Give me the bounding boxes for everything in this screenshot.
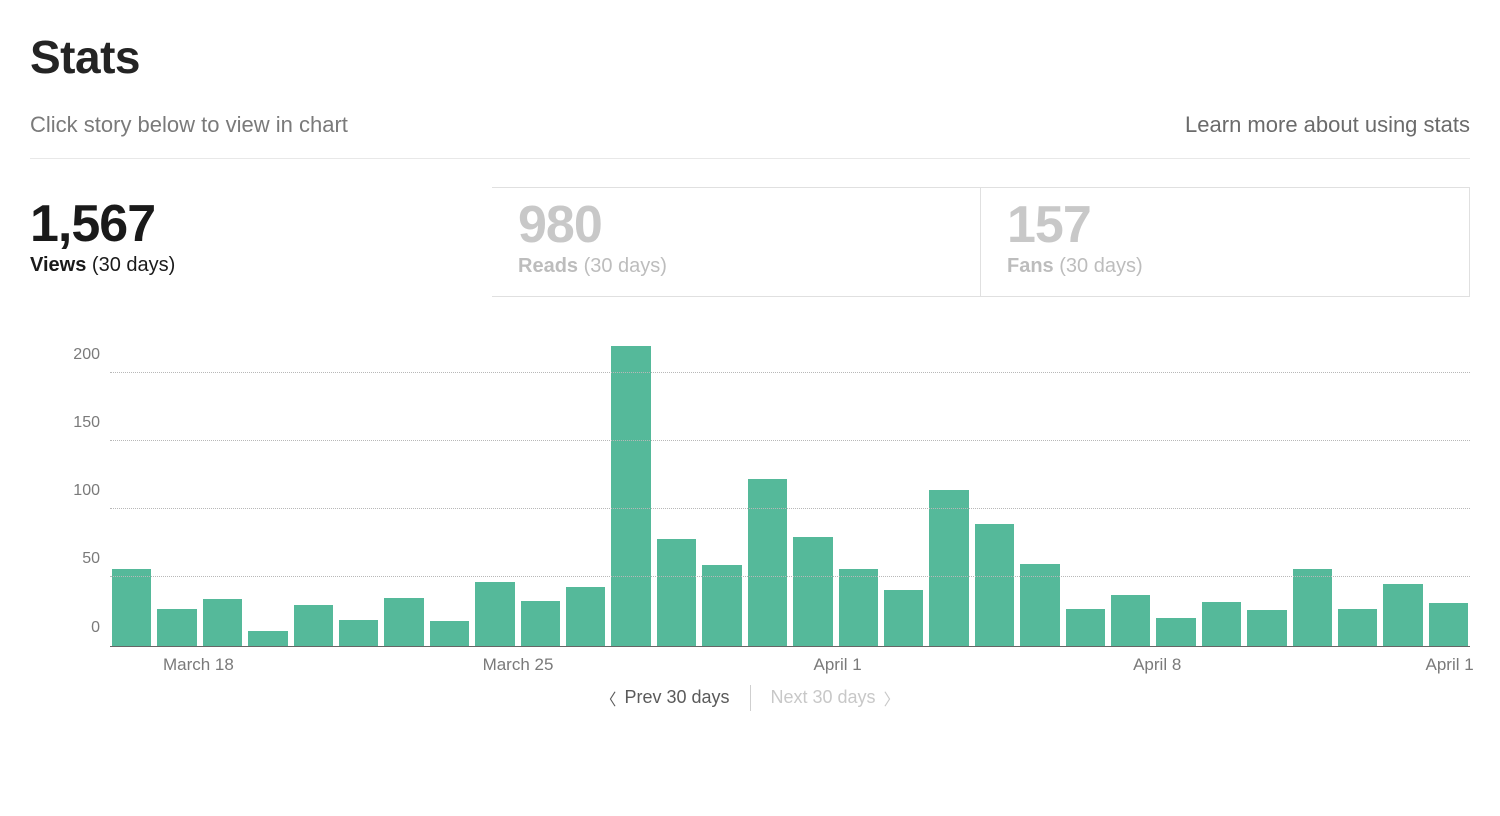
chart-gridline [110,372,1470,373]
metric-period: (30 days) [1059,255,1142,277]
metric-label: Fans [1007,255,1054,277]
chevron-left-icon: 〈 [600,686,616,710]
views-chart: 050100150200 March 18March 25April 1Apri… [30,347,1470,685]
chart-bar[interactable] [521,601,560,646]
chart-bar[interactable] [884,590,923,646]
chart-x-tick: April 1 [814,655,862,675]
chart-bar[interactable] [475,582,514,646]
chart-bar[interactable] [1429,603,1468,645]
chevron-right-icon: 〉 [884,686,900,710]
chart-bar[interactable] [1338,609,1377,646]
chart-bar[interactable] [1156,618,1195,645]
metric-label: Reads [518,255,578,277]
chart-y-tick: 100 [60,482,100,500]
chart-bar[interactable] [657,539,696,645]
chart-bar[interactable] [248,631,287,646]
metric-tab-views[interactable]: 1,567 Views (30 days) [30,187,492,297]
chart-gridline [110,576,1470,577]
chart-x-tick: April 1 [1426,655,1474,675]
chart-gridline [110,508,1470,509]
chart-y-tick: 200 [60,346,100,364]
next-30-days-button: Next 30 days 〉 [771,686,900,710]
chart-gridline [110,440,1470,441]
chart-y-tick: 50 [60,550,100,568]
metric-caption: Views (30 days) [30,254,492,277]
chart-plot-area: 050100150200 [110,347,1470,647]
chart-bar[interactable] [975,524,1014,645]
metric-label: Views [30,254,86,276]
chart-x-axis: March 18March 25April 1April 8April 1 [110,655,1470,685]
chart-x-tick: April 8 [1133,655,1181,675]
chart-bar[interactable] [929,490,968,645]
metric-period: (30 days) [584,255,667,277]
metric-value: 980 [518,198,980,253]
metric-value: 157 [1007,198,1469,253]
metric-period: (30 days) [92,254,175,276]
chart-bar[interactable] [611,346,650,646]
metric-tab-reads[interactable]: 980 Reads (30 days) [492,187,981,297]
chart-bar[interactable] [793,537,832,646]
chart-bar[interactable] [1247,610,1286,645]
chart-bar[interactable] [157,609,196,646]
chart-bar[interactable] [748,479,787,645]
prev-30-days-button[interactable]: 〈 Prev 30 days [600,686,729,710]
metric-tab-fans[interactable]: 157 Fans (30 days) [981,187,1470,297]
learn-more-link[interactable]: Learn more about using stats [1185,112,1470,138]
chart-bar[interactable] [339,620,378,646]
metric-caption: Reads (30 days) [518,255,980,278]
chart-x-tick: March 18 [163,655,234,675]
chart-y-tick: 150 [60,414,100,432]
metric-caption: Fans (30 days) [1007,255,1469,278]
chart-bar[interactable] [430,621,469,646]
chart-bar[interactable] [112,569,151,645]
chart-bar[interactable] [384,598,423,646]
date-pager: 〈 Prev 30 days Next 30 days 〉 [30,685,1470,711]
metric-value: 1,567 [30,197,492,252]
chart-bar[interactable] [566,587,605,646]
chart-bar[interactable] [1066,609,1105,646]
subtitle-text: Click story below to view in chart [30,112,348,138]
chart-bar[interactable] [1202,602,1241,646]
pager-divider [750,685,751,711]
chart-y-tick: 0 [60,619,100,637]
page-title: Stats [30,30,1470,84]
chart-bar[interactable] [1383,584,1422,645]
chart-bar[interactable] [1111,595,1150,645]
sub-header-row: Click story below to view in chart Learn… [30,112,1470,159]
metric-tabs: 1,567 Views (30 days) 980 Reads (30 days… [30,187,1470,297]
next-label: Next 30 days [771,687,876,708]
prev-label: Prev 30 days [624,687,729,708]
chart-bar[interactable] [1293,569,1332,645]
chart-bar[interactable] [203,599,242,645]
chart-bar[interactable] [294,605,333,646]
chart-x-tick: March 25 [483,655,554,675]
chart-bar[interactable] [839,569,878,645]
chart-bars [110,347,1470,646]
